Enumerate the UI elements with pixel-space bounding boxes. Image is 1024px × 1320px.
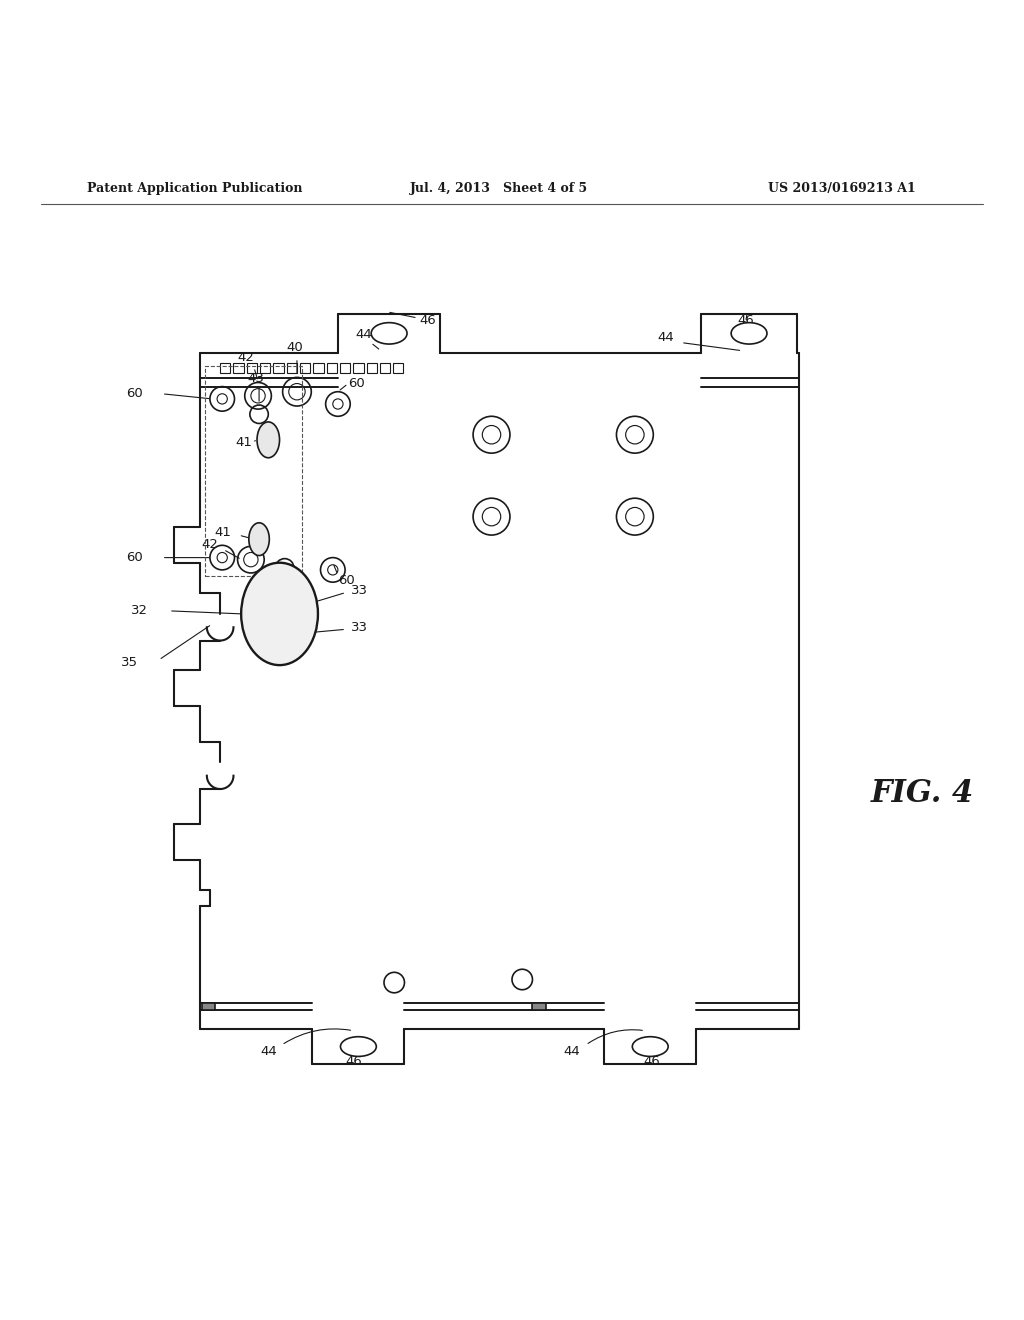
- Bar: [327, 363, 337, 374]
- Bar: [340, 363, 350, 374]
- Bar: [247, 363, 257, 374]
- Ellipse shape: [371, 322, 408, 345]
- Text: 41: 41: [236, 437, 252, 449]
- Text: Jul. 4, 2013   Sheet 4 of 5: Jul. 4, 2013 Sheet 4 of 5: [410, 182, 588, 195]
- Bar: [313, 363, 324, 374]
- Text: 44: 44: [657, 331, 674, 345]
- Text: 40: 40: [287, 341, 303, 354]
- Ellipse shape: [731, 322, 767, 345]
- Text: 33: 33: [351, 620, 369, 634]
- Bar: [393, 363, 403, 374]
- Text: 46: 46: [737, 314, 754, 326]
- Text: 43: 43: [248, 372, 264, 385]
- Text: 41: 41: [215, 525, 231, 539]
- Ellipse shape: [249, 523, 269, 556]
- Text: 60: 60: [338, 574, 354, 586]
- Text: 42: 42: [238, 351, 254, 364]
- Text: 43: 43: [268, 574, 285, 586]
- Text: FIG. 4: FIG. 4: [870, 777, 974, 809]
- Text: 32: 32: [131, 605, 148, 618]
- Text: Patent Application Publication: Patent Application Publication: [87, 182, 302, 195]
- Bar: [380, 363, 390, 374]
- Bar: [273, 363, 284, 374]
- Ellipse shape: [242, 562, 317, 665]
- Bar: [205, 366, 302, 576]
- Ellipse shape: [340, 1036, 377, 1056]
- Ellipse shape: [633, 1036, 668, 1056]
- Text: 44: 44: [260, 1044, 276, 1057]
- Bar: [532, 1003, 546, 1010]
- Text: 35: 35: [121, 656, 138, 668]
- Bar: [300, 363, 310, 374]
- Text: 60: 60: [348, 378, 365, 389]
- Bar: [260, 363, 270, 374]
- Text: US 2013/0169213 A1: US 2013/0169213 A1: [768, 182, 915, 195]
- Text: 44: 44: [563, 1044, 580, 1057]
- Bar: [233, 363, 244, 374]
- Bar: [367, 363, 377, 374]
- Text: 60: 60: [127, 387, 143, 400]
- Bar: [220, 363, 230, 374]
- Text: 46: 46: [643, 1055, 659, 1068]
- Bar: [287, 363, 297, 374]
- Text: 46: 46: [345, 1055, 361, 1068]
- Ellipse shape: [257, 422, 280, 458]
- Text: 44: 44: [355, 327, 372, 341]
- Text: 60: 60: [127, 552, 143, 564]
- Text: 46: 46: [420, 314, 436, 326]
- Bar: [353, 363, 364, 374]
- Bar: [202, 1003, 215, 1010]
- Text: 42: 42: [202, 537, 218, 550]
- Text: 33: 33: [351, 583, 369, 597]
